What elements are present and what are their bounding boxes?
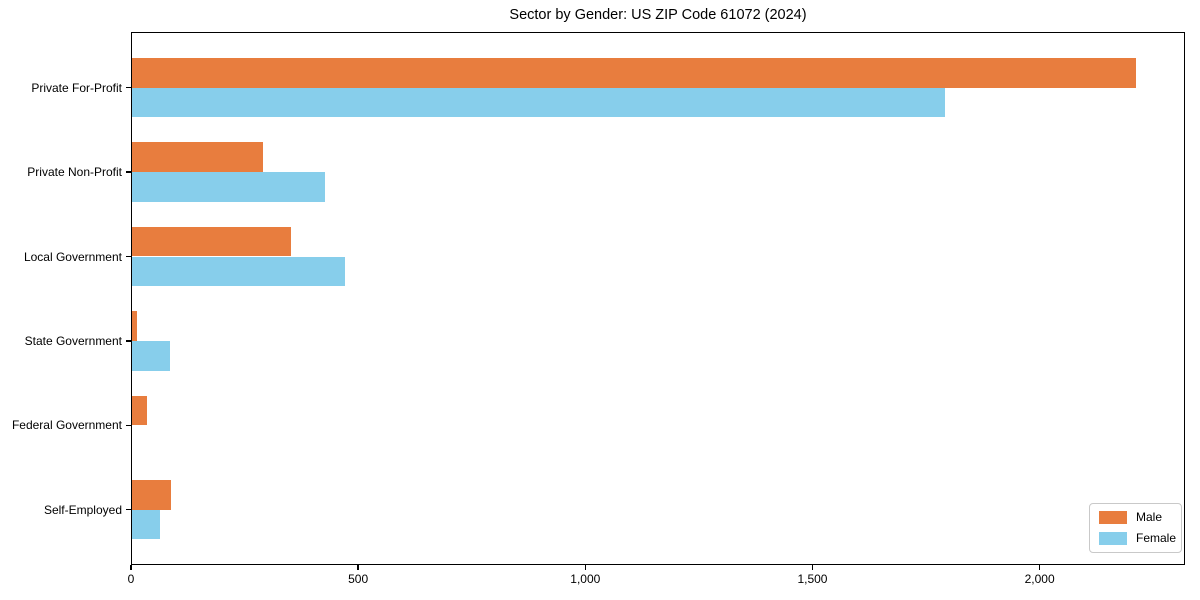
y-tick-private-for-profit <box>126 87 131 89</box>
bar-female-state-government <box>131 340 170 371</box>
x-tick-1000 <box>584 565 586 570</box>
y-tick-label-federal-government: Federal Government <box>11 418 122 433</box>
bar-male-self-employed <box>131 479 171 510</box>
bar-female-self-employed <box>131 509 161 540</box>
y-tick-label-private-non-profit: Private Non-Profit <box>27 165 122 180</box>
x-tick-label-0: 0 <box>127 572 135 586</box>
bar-male-private-for-profit <box>131 57 1136 88</box>
x-tick-label-500: 500 <box>348 572 369 586</box>
y-tick-private-non-profit <box>126 171 131 173</box>
x-tick-label-2000: 2,000 <box>1024 572 1055 586</box>
legend-swatch-male <box>1099 511 1127 524</box>
x-tick-2000 <box>1038 565 1041 570</box>
y-tick-self-employed <box>126 509 131 511</box>
plot-area <box>131 32 1185 565</box>
y-tick-label-state-government: State Government <box>24 333 122 348</box>
bar-female-local-government <box>131 256 345 287</box>
y-tick-label-local-government: Local Government <box>23 249 122 264</box>
legend-label-female: Female <box>1136 531 1177 545</box>
bar-male-state-government <box>131 311 138 341</box>
y-tick-label-self-employed: Self-Employed <box>43 502 122 517</box>
y-tick-label-private-for-profit: Private For-Profit <box>31 80 122 95</box>
bar-male-local-government <box>131 226 291 257</box>
x-tick-1500 <box>811 565 814 570</box>
x-tick-0 <box>130 565 132 570</box>
x-tick-500 <box>357 565 359 570</box>
bar-male-private-non-profit <box>131 142 264 173</box>
x-tick-label-1000: 1,000 <box>570 572 601 586</box>
legend-item-female: Female <box>1099 531 1177 545</box>
legend-swatch-female <box>1099 532 1127 545</box>
x-tick-label-1500: 1,500 <box>797 572 828 586</box>
y-tick-local-government <box>126 255 131 258</box>
bar-female-private-for-profit <box>131 87 945 118</box>
y-tick-state-government <box>126 340 131 342</box>
chart-title: Sector by Gender: US ZIP Code 61072 (202… <box>509 7 807 23</box>
legend: Male Female <box>1089 503 1182 553</box>
bar-female-private-non-profit <box>131 172 325 202</box>
legend-label-male: Male <box>1136 510 1163 524</box>
y-tick-federal-government <box>126 424 131 426</box>
bar-male-federal-government <box>131 395 147 426</box>
legend-item-male: Male <box>1099 511 1173 524</box>
